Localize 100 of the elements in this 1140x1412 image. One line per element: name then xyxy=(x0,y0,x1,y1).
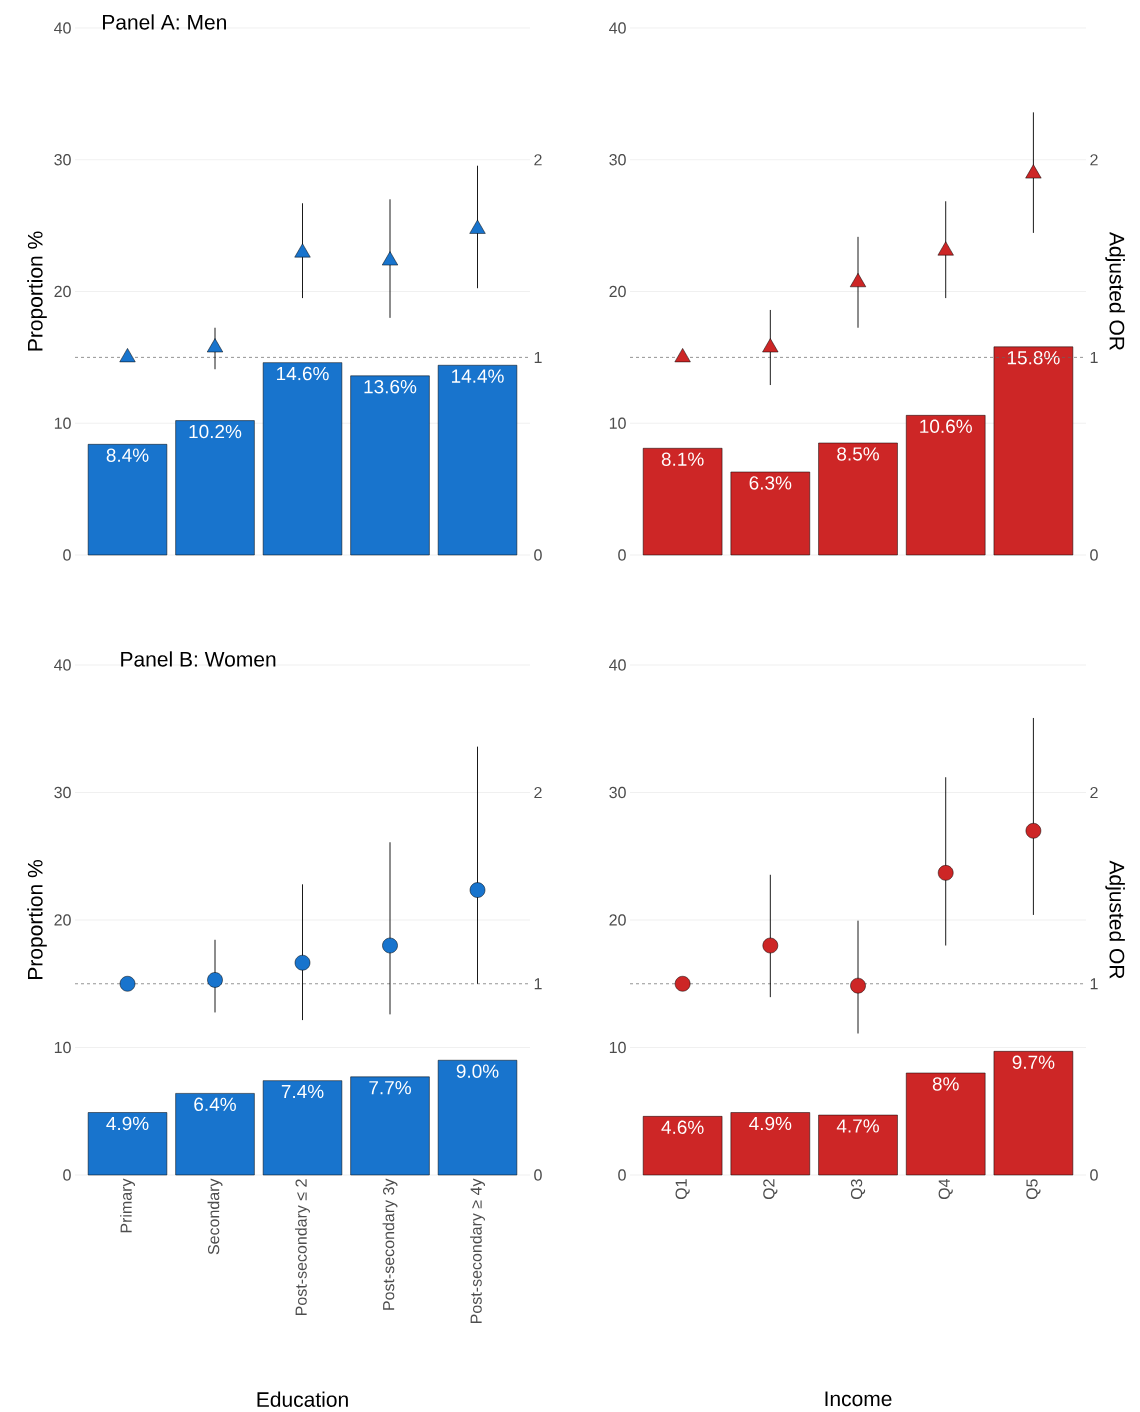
bar xyxy=(437,365,518,556)
bar xyxy=(993,346,1074,556)
y2-tick-label: 1 xyxy=(1090,351,1098,363)
y-tick-label: 30 xyxy=(609,786,626,799)
y2-tick-label: 0 xyxy=(1090,1169,1098,1181)
y-tick-label: 40 xyxy=(609,659,626,671)
y-axis-title: Proportion % xyxy=(27,860,47,979)
bar xyxy=(818,1114,898,1176)
data-label: 15.8% xyxy=(1007,351,1060,365)
point xyxy=(294,243,311,258)
bar xyxy=(262,362,343,556)
y2-tick-label: 2 xyxy=(1090,786,1098,799)
bar xyxy=(905,415,986,556)
data-label: 8.5% xyxy=(837,447,879,461)
data-label: 4.7% xyxy=(836,1119,879,1133)
y-tick-label: 20 xyxy=(609,914,626,926)
bar xyxy=(175,1093,255,1176)
data-label: 4.9% xyxy=(106,1116,149,1131)
point xyxy=(469,882,486,898)
bar xyxy=(993,1051,1074,1176)
point xyxy=(674,348,691,363)
x-tick-label: Post-secondary ≥ 4y xyxy=(470,1178,485,1323)
bar xyxy=(87,1112,168,1176)
y-tick-label: 10 xyxy=(54,417,71,429)
x-axis-title: Income xyxy=(825,1391,892,1407)
data-label: 10.2% xyxy=(189,424,242,439)
bar xyxy=(87,444,168,556)
point xyxy=(850,977,866,994)
y-tick-label: 0 xyxy=(618,549,626,561)
data-label: 9.7% xyxy=(1012,1055,1055,1069)
data-label: 10.6% xyxy=(920,419,972,433)
data-label: 9.0% xyxy=(456,1064,499,1078)
chart-title: Panel B: Women xyxy=(121,651,276,667)
point xyxy=(762,937,779,954)
data-label: 14.4% xyxy=(452,369,504,383)
point xyxy=(206,338,224,353)
y2-tick-label: 1 xyxy=(534,351,542,363)
data-label: 6.4% xyxy=(194,1097,236,1112)
x-tick-label: Primary xyxy=(120,1178,135,1233)
bar xyxy=(350,375,430,556)
data-label: 7.4% xyxy=(281,1084,324,1099)
point xyxy=(762,338,779,353)
x-tick-label: Q5 xyxy=(1026,1179,1041,1200)
data-label: 4.9% xyxy=(749,1116,792,1131)
y2-tick-label: 1 xyxy=(534,978,542,990)
data-label: 8.4% xyxy=(106,448,149,462)
bar xyxy=(642,1116,723,1176)
y-tick-label: 20 xyxy=(54,285,71,298)
y2-axis-title: Adjusted OR xyxy=(1105,860,1125,979)
x-tick-label: Q4 xyxy=(938,1179,953,1200)
point xyxy=(469,219,486,234)
bar xyxy=(730,471,811,556)
y-tick-label: 20 xyxy=(609,285,626,298)
y2-tick-label: 0 xyxy=(534,549,542,561)
x-tick-label: Q3 xyxy=(850,1179,866,1200)
point xyxy=(674,976,691,992)
data-label: 8% xyxy=(932,1077,959,1091)
point xyxy=(1025,823,1042,839)
x-tick-label: Secondary xyxy=(207,1178,223,1255)
point xyxy=(294,954,311,971)
bar xyxy=(730,1112,811,1176)
bar xyxy=(818,442,898,556)
bar xyxy=(175,420,255,556)
bar xyxy=(262,1080,343,1176)
point xyxy=(937,241,954,256)
y-tick-label: 10 xyxy=(54,1041,71,1054)
y2-tick-label: 0 xyxy=(534,1169,542,1181)
y-tick-label: 0 xyxy=(618,1169,626,1181)
y2-tick-label: 2 xyxy=(1090,154,1098,166)
y-tick-label: 0 xyxy=(63,1169,71,1181)
x-tick-label: Post-secondary ≤ 2 xyxy=(295,1179,310,1315)
point xyxy=(1025,164,1042,179)
data-label: 8.1% xyxy=(661,452,704,466)
y-tick-label: 30 xyxy=(54,154,71,166)
y2-axis-title: Adjusted OR xyxy=(1105,232,1125,351)
y-axis-title: Proportion % xyxy=(27,231,47,351)
y2-tick-label: 0 xyxy=(1090,549,1098,561)
y-tick-label: 10 xyxy=(609,1041,626,1054)
x-tick-label: Q2 xyxy=(763,1179,778,1200)
point xyxy=(119,348,136,363)
point xyxy=(119,976,136,992)
y2-tick-label: 1 xyxy=(1090,978,1098,990)
chart-title: Panel A: Men xyxy=(103,14,226,30)
data-label: 14.6% xyxy=(277,366,329,381)
point xyxy=(381,251,399,266)
bar xyxy=(642,448,723,556)
point xyxy=(382,937,398,954)
bar xyxy=(350,1076,430,1176)
y-tick-label: 30 xyxy=(609,154,626,166)
bar xyxy=(905,1072,986,1176)
y2-tick-label: 2 xyxy=(534,786,542,799)
y-tick-label: 40 xyxy=(609,22,626,34)
bar xyxy=(437,1060,518,1176)
point xyxy=(207,972,223,988)
data-label: 6.3% xyxy=(749,476,792,490)
y-tick-label: 0 xyxy=(63,549,71,561)
y-tick-label: 20 xyxy=(54,914,71,926)
point xyxy=(937,865,954,881)
data-label: 13.6% xyxy=(364,380,417,394)
y-tick-label: 10 xyxy=(609,417,626,429)
